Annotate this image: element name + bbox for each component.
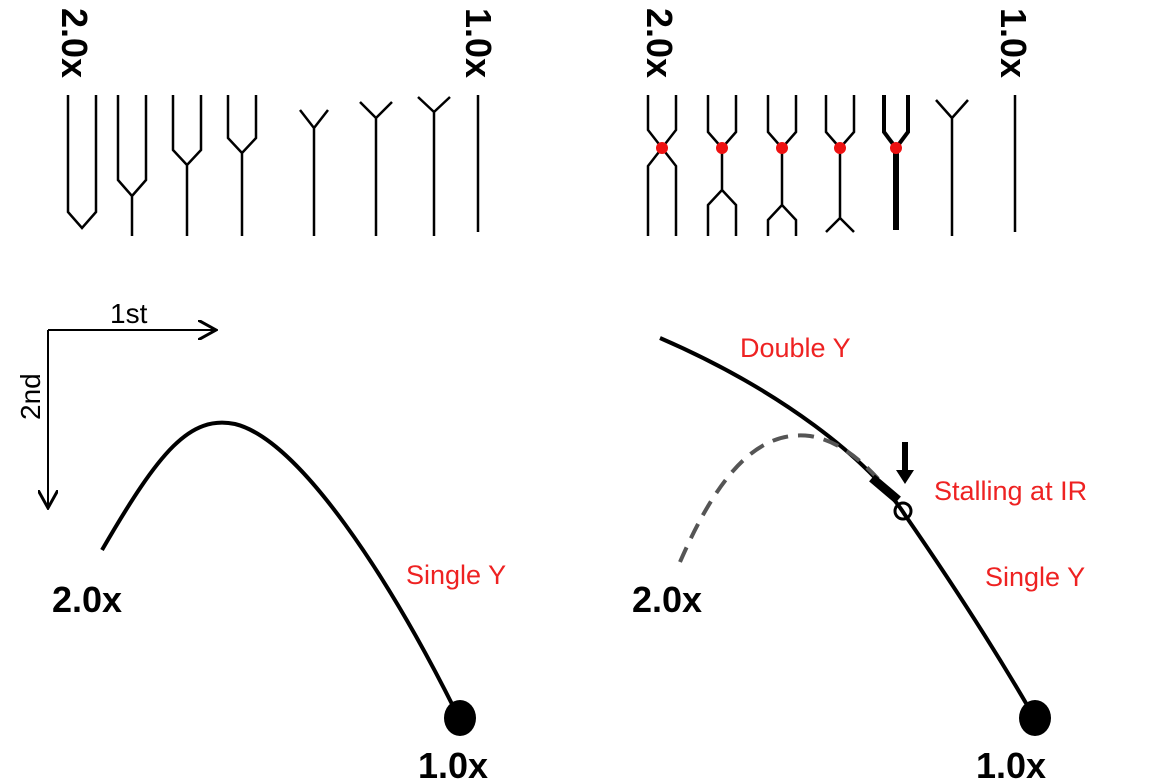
top-label: 1.0x (993, 8, 1034, 78)
arc-label: 1.0x (976, 745, 1046, 784)
spot (444, 700, 476, 736)
arc-label: 2.0x (52, 579, 122, 620)
arc-label: 1.0x (418, 745, 488, 784)
top-label: 2.0x (54, 8, 95, 78)
dashed-arc (678, 433, 902, 563)
axis-label: 1st (110, 298, 148, 329)
top-label: 1.0x (458, 8, 499, 78)
top-label: 2.0x (639, 8, 680, 78)
molecules-left (66, 95, 480, 236)
arc (100, 420, 457, 711)
stall-segment (869, 474, 901, 504)
replication-forks (656, 142, 902, 154)
spot (1019, 700, 1051, 736)
axis-label: 2nd (15, 373, 46, 420)
curve-label: Single Y (985, 562, 1085, 592)
stall-point (893, 501, 913, 521)
arc (659, 336, 1032, 712)
arc-label: 2.0x (632, 579, 702, 620)
arrow-head (896, 470, 914, 484)
molecules-right (646, 95, 1017, 236)
curve-label: Stalling at IR (934, 476, 1087, 506)
curve-label: Double Y (740, 333, 851, 363)
curve-label: Single Y (406, 560, 506, 590)
